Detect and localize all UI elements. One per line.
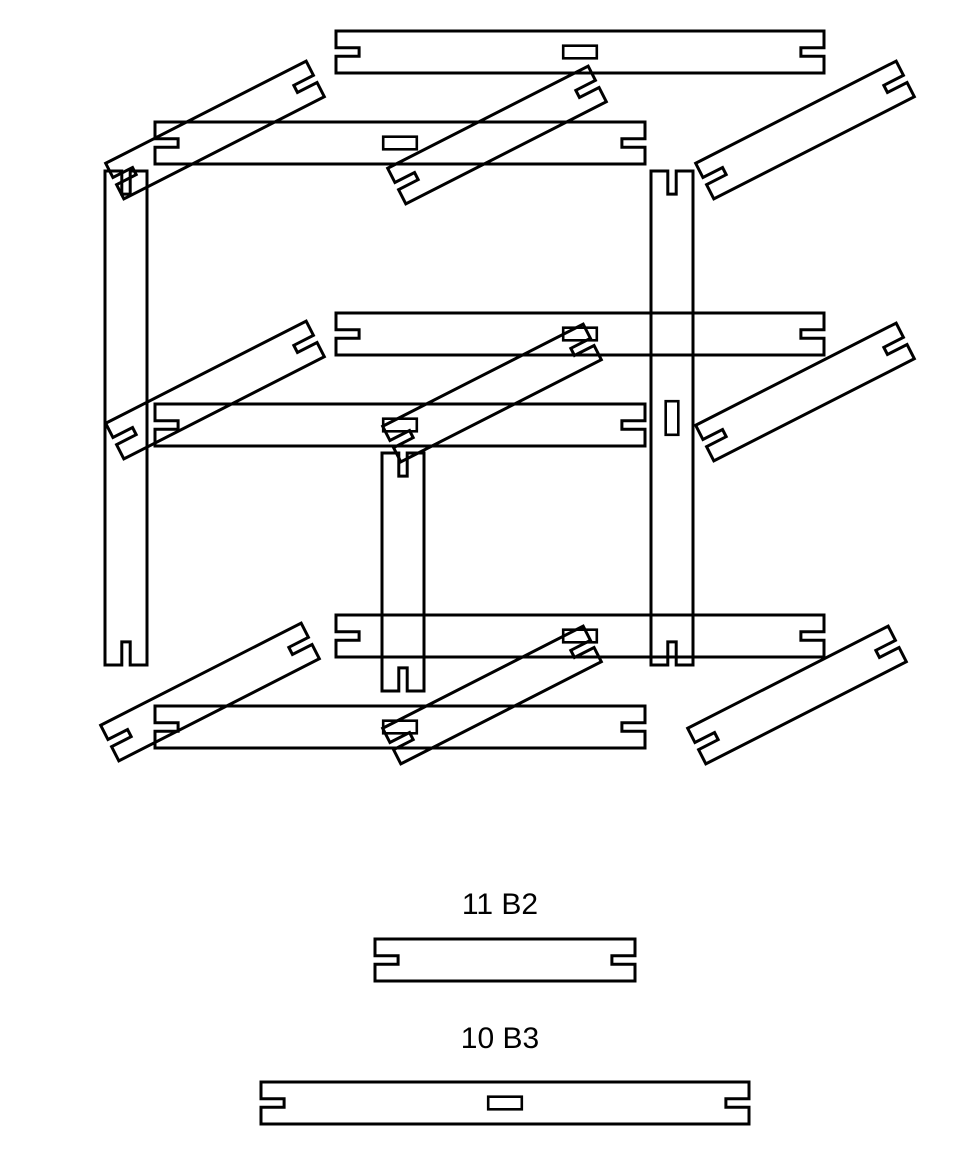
board-top-back-center-slot	[561, 44, 599, 60]
board-mid-back-outline	[334, 311, 826, 357]
diag-bottom-center-outline	[380, 624, 604, 766]
board-top-back-outline	[334, 29, 826, 75]
diag-bottom-left	[98, 621, 322, 763]
diag-top-left-outline	[103, 59, 327, 201]
diag-mid-center	[380, 322, 604, 464]
legend-piece-b3-outline	[259, 1080, 751, 1126]
diag-bottom-left-outline	[98, 621, 322, 763]
board-bottom-back-outline	[334, 613, 826, 659]
diag-top-center	[385, 64, 609, 206]
board-top-front	[153, 120, 647, 166]
diag-bottom-right	[685, 624, 909, 766]
post-right	[649, 169, 695, 667]
diag-mid-right	[693, 321, 917, 463]
board-mid-back	[334, 311, 826, 357]
legend-piece-b3	[259, 1080, 751, 1126]
diag-mid-left	[103, 319, 327, 461]
diag-top-right-outline	[693, 59, 917, 201]
diag-mid-right-outline	[693, 321, 917, 463]
board-top-back	[334, 29, 826, 75]
board-top-front-outline	[153, 120, 647, 166]
board-mid-front	[153, 402, 647, 448]
post-right-center-slot	[664, 399, 680, 437]
legend-label-b3: 10 B3	[460, 1022, 540, 1055]
board-bottom-front-outline	[153, 704, 647, 750]
post-center-outline	[380, 451, 426, 693]
diag-mid-center-outline	[380, 322, 604, 464]
diag-mid-left-outline	[103, 319, 327, 461]
board-mid-front-outline	[153, 402, 647, 448]
legend-piece-b2	[373, 937, 637, 983]
diag-bottom-right-outline	[685, 624, 909, 766]
board-bottom-back	[334, 613, 826, 659]
legend-piece-b2-outline	[373, 937, 637, 983]
diag-top-right	[693, 59, 917, 201]
post-right-outline	[649, 169, 695, 667]
board-bottom-front	[153, 704, 647, 750]
diag-top-left	[103, 59, 327, 201]
board-top-front-center-slot	[381, 135, 419, 151]
post-left-outline	[103, 169, 149, 667]
legend-label-b2: 11 B2	[461, 888, 539, 921]
legend-piece-b3-center-slot	[486, 1095, 524, 1111]
post-center	[380, 451, 426, 693]
post-left	[103, 169, 149, 667]
diag-top-center-outline	[385, 64, 609, 206]
diag-bottom-center	[380, 624, 604, 766]
